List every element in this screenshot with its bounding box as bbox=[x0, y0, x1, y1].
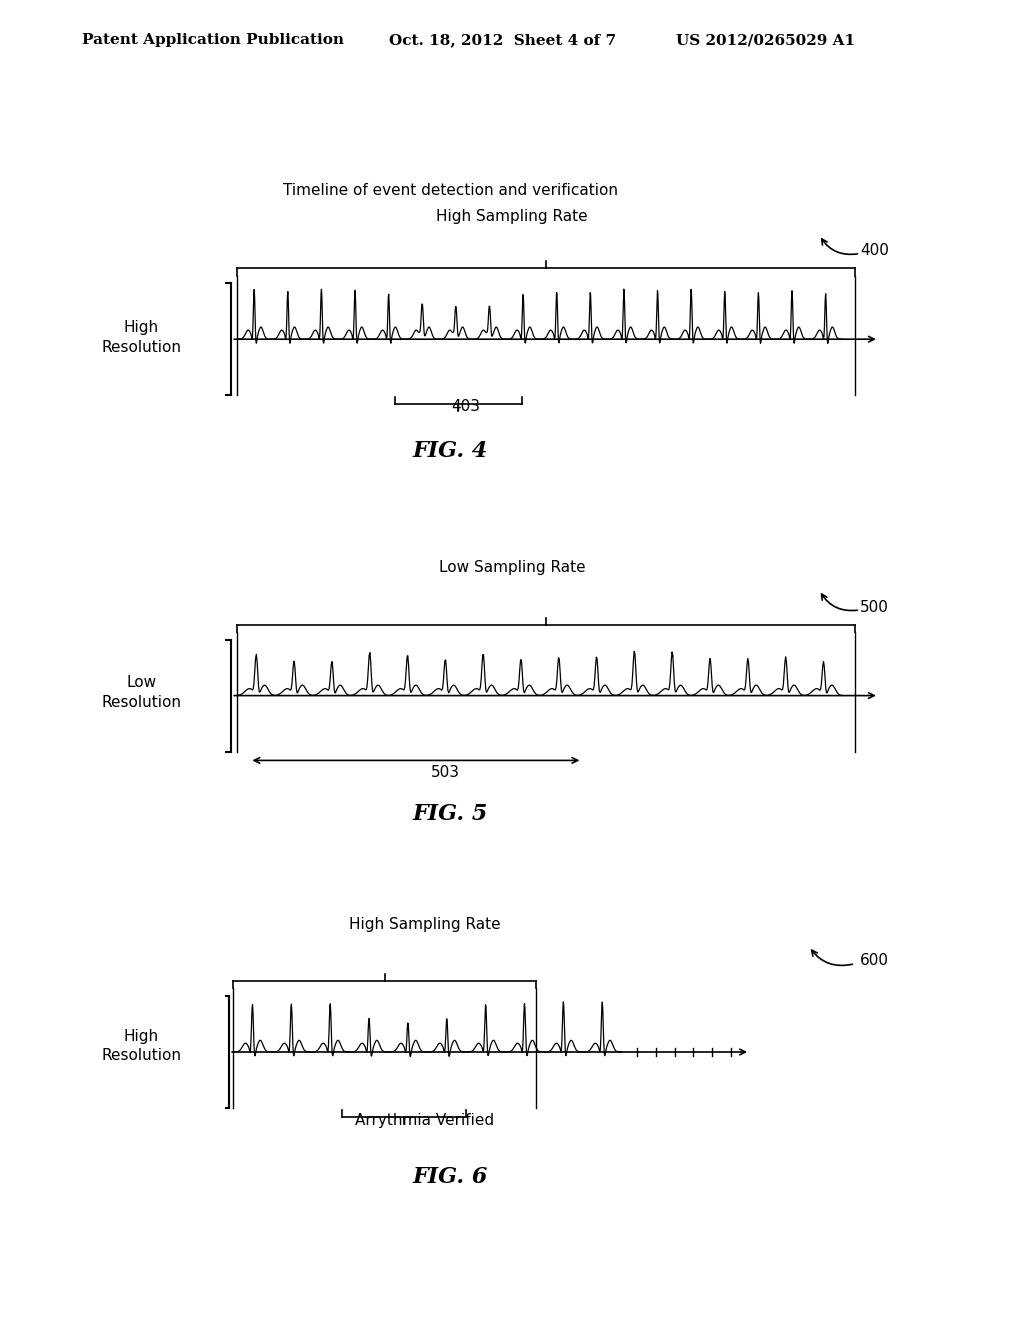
Text: Low: Low bbox=[126, 675, 157, 690]
Text: High Sampling Rate: High Sampling Rate bbox=[436, 209, 588, 224]
Text: High Sampling Rate: High Sampling Rate bbox=[349, 916, 501, 932]
Text: Resolution: Resolution bbox=[101, 1048, 181, 1064]
Text: High: High bbox=[124, 319, 159, 335]
Text: FIG. 4: FIG. 4 bbox=[413, 441, 488, 462]
Text: 403: 403 bbox=[452, 399, 480, 414]
Text: Arrythmia Verified: Arrythmia Verified bbox=[355, 1113, 495, 1129]
Text: Patent Application Publication: Patent Application Publication bbox=[82, 33, 344, 48]
Text: Low Sampling Rate: Low Sampling Rate bbox=[438, 560, 586, 576]
Text: 400: 400 bbox=[860, 243, 889, 259]
Text: US 2012/0265029 A1: US 2012/0265029 A1 bbox=[676, 33, 855, 48]
Text: Timeline of event detection and verification: Timeline of event detection and verifica… bbox=[283, 182, 618, 198]
Text: Oct. 18, 2012  Sheet 4 of 7: Oct. 18, 2012 Sheet 4 of 7 bbox=[389, 33, 616, 48]
Text: 503: 503 bbox=[431, 764, 460, 780]
Text: Resolution: Resolution bbox=[101, 694, 181, 710]
Text: Resolution: Resolution bbox=[101, 339, 181, 355]
Text: FIG. 6: FIG. 6 bbox=[413, 1167, 488, 1188]
Text: FIG. 5: FIG. 5 bbox=[413, 804, 488, 825]
Text: 600: 600 bbox=[860, 953, 889, 969]
Text: 500: 500 bbox=[860, 599, 889, 615]
Text: High: High bbox=[124, 1028, 159, 1044]
